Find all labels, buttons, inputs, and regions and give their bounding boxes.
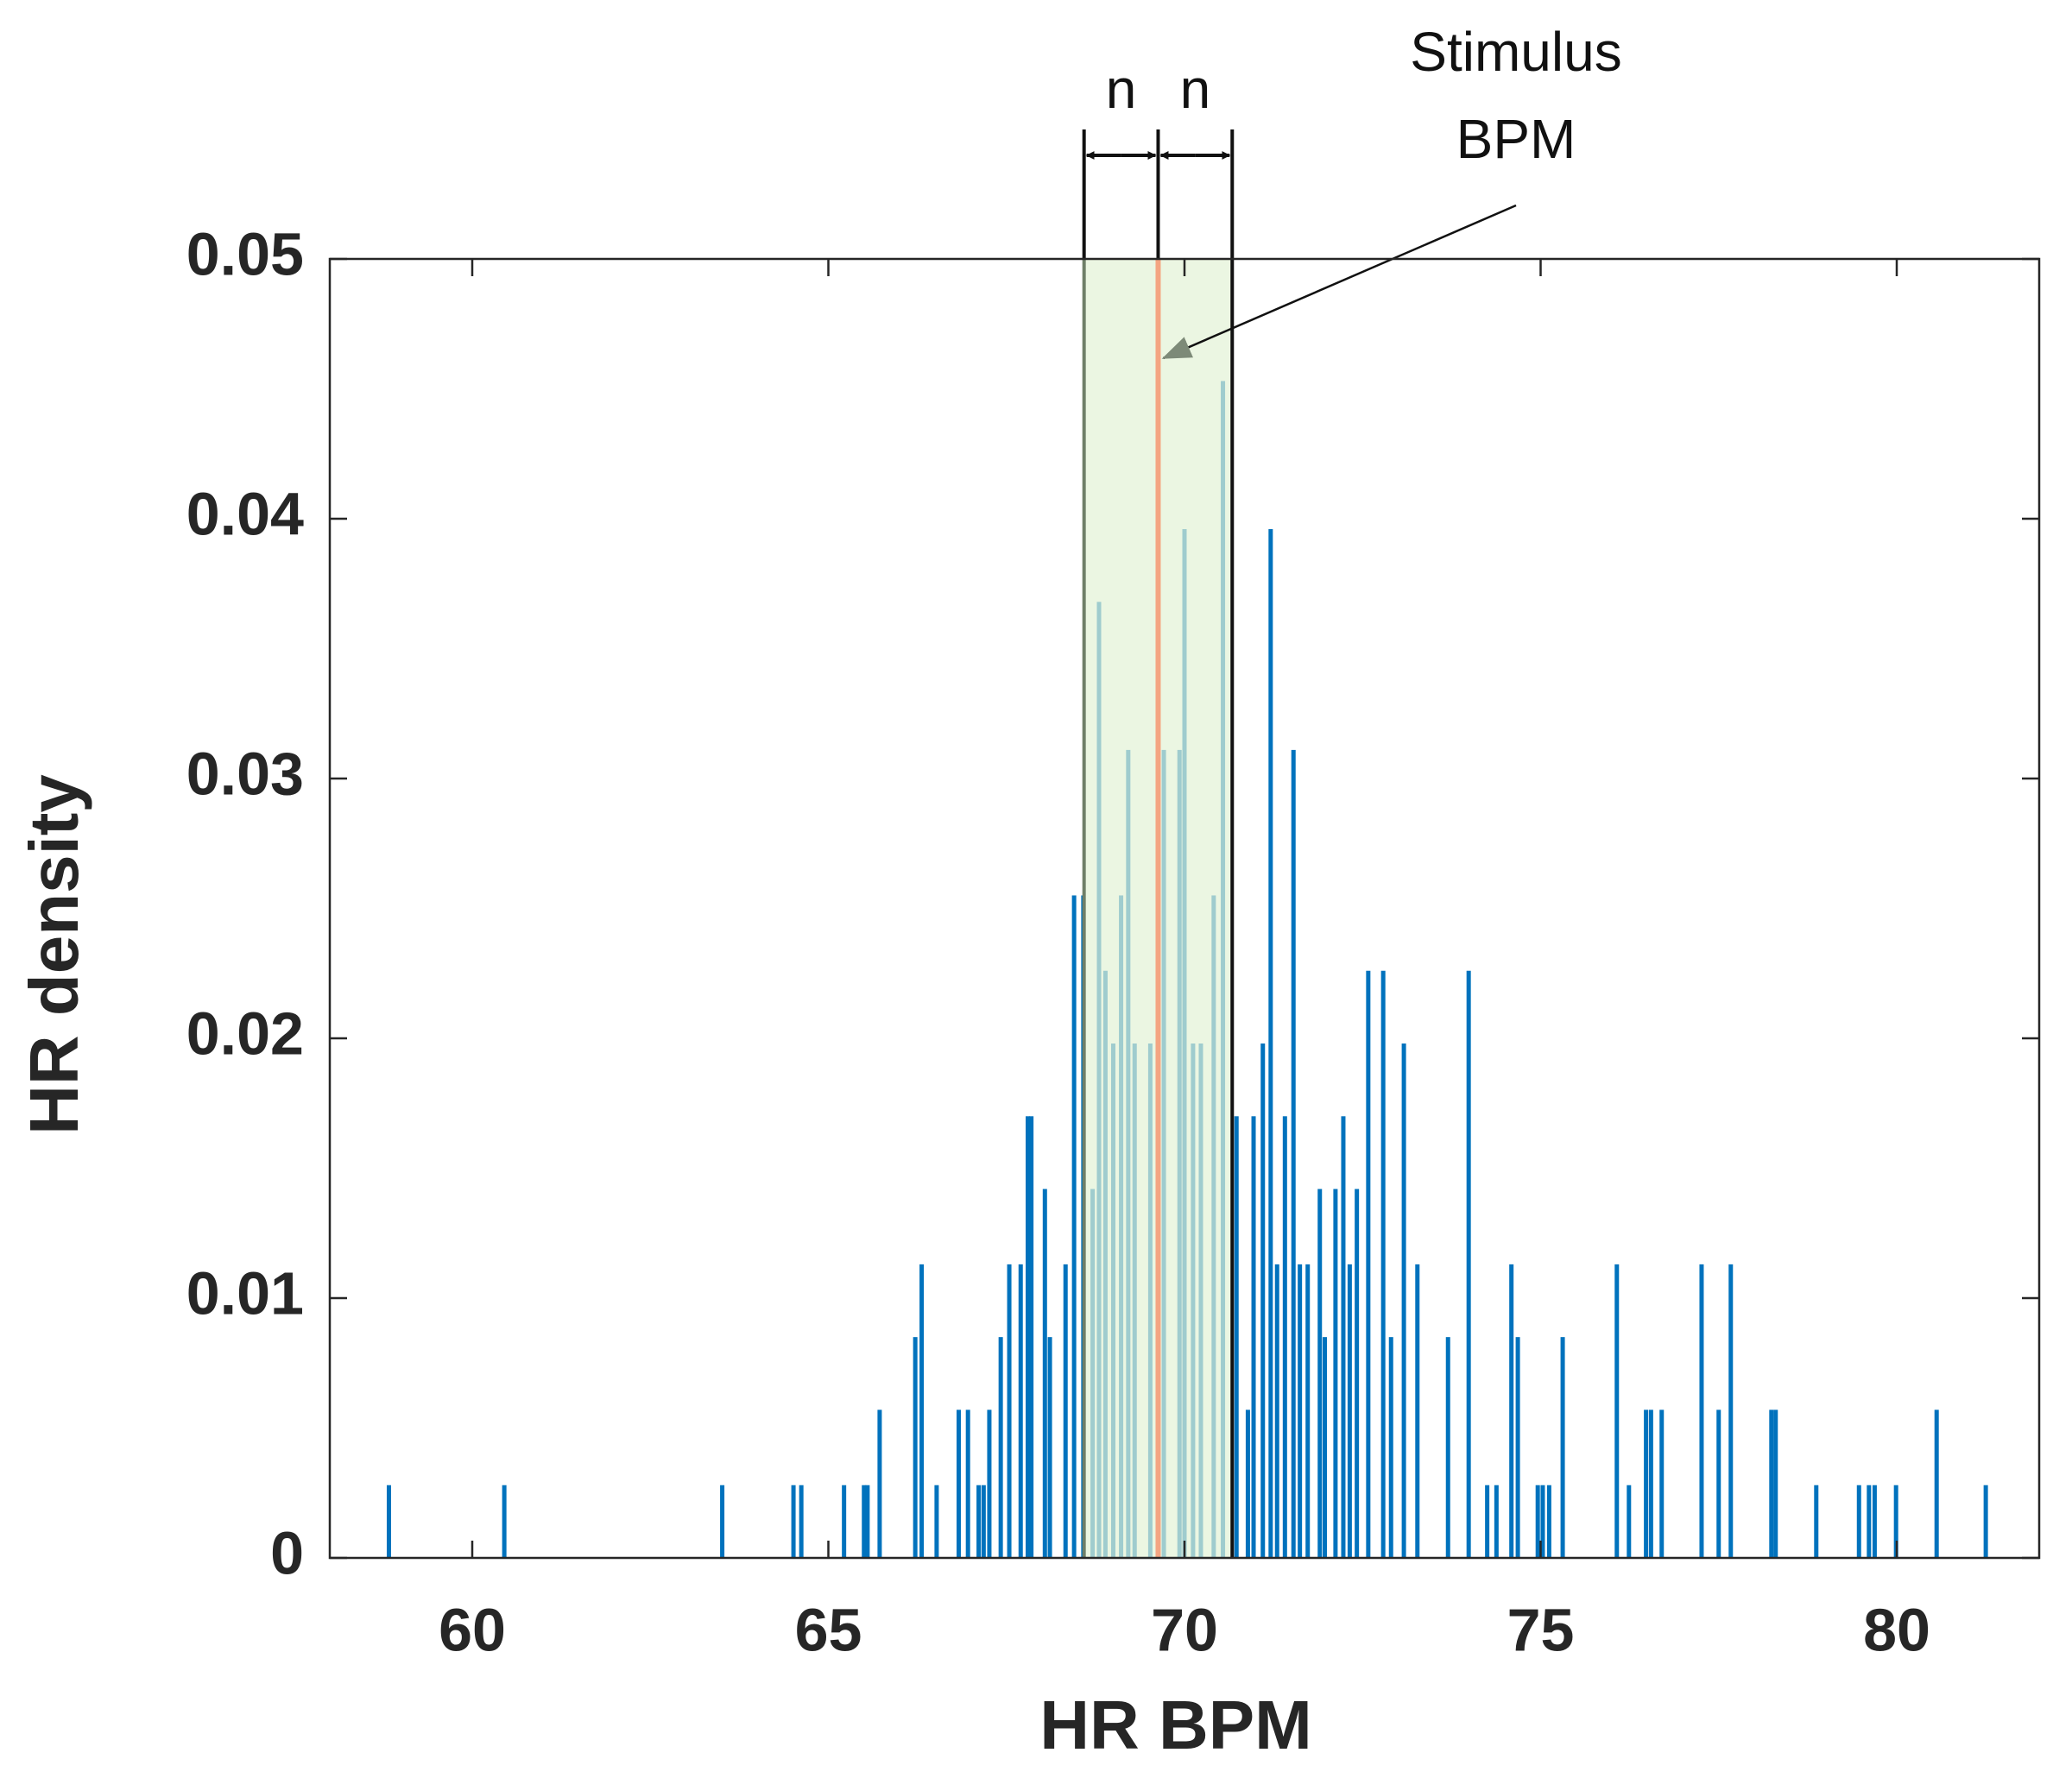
bar bbox=[720, 1485, 725, 1558]
bar bbox=[1535, 1485, 1540, 1558]
x-tick-label: 60 bbox=[439, 1596, 506, 1663]
bar bbox=[1063, 1264, 1068, 1558]
bar bbox=[1323, 1337, 1328, 1558]
band-label: n bbox=[1106, 58, 1137, 120]
bar bbox=[865, 1485, 870, 1558]
bar bbox=[799, 1485, 804, 1558]
bar bbox=[919, 1264, 925, 1558]
y-tick-label: 0.05 bbox=[186, 220, 304, 287]
bar bbox=[934, 1485, 939, 1558]
band-label: n bbox=[1180, 58, 1211, 120]
y-tick-label: 0.02 bbox=[186, 999, 304, 1067]
y-tick-label: 0.01 bbox=[186, 1259, 304, 1327]
bar bbox=[862, 1485, 867, 1558]
bar bbox=[1298, 1264, 1303, 1558]
x-tick-label: 75 bbox=[1507, 1596, 1575, 1663]
bar bbox=[1445, 1337, 1450, 1558]
bar bbox=[1716, 1409, 1721, 1558]
bar bbox=[1872, 1485, 1877, 1558]
bar bbox=[1644, 1409, 1649, 1558]
bar bbox=[1515, 1337, 1520, 1558]
bar bbox=[1773, 1409, 1778, 1558]
bar bbox=[1282, 1116, 1287, 1558]
annotation: BPM bbox=[1456, 108, 1576, 170]
bar bbox=[877, 1409, 882, 1558]
bar bbox=[976, 1485, 982, 1558]
bar bbox=[981, 1485, 986, 1558]
bar bbox=[1494, 1485, 1499, 1558]
bar bbox=[1007, 1264, 1012, 1558]
bar bbox=[842, 1485, 847, 1558]
bar bbox=[1234, 1116, 1239, 1558]
bar bbox=[1347, 1264, 1352, 1558]
annotation-arrow bbox=[1161, 204, 1517, 360]
bar bbox=[1627, 1485, 1632, 1558]
bar bbox=[1699, 1264, 1704, 1558]
y-tick-label: 0.04 bbox=[186, 480, 304, 547]
bar bbox=[1245, 1409, 1250, 1558]
bar bbox=[1983, 1485, 1988, 1558]
bar bbox=[1018, 1264, 1023, 1558]
bar bbox=[1305, 1264, 1311, 1558]
bar bbox=[1029, 1116, 1034, 1558]
bar bbox=[1560, 1337, 1565, 1558]
bar bbox=[1355, 1188, 1360, 1558]
bar bbox=[1388, 1337, 1393, 1558]
bar bbox=[1341, 1116, 1346, 1558]
bar bbox=[1366, 970, 1371, 1558]
x-tick-label: 65 bbox=[795, 1596, 862, 1663]
y-tick-label: 0.03 bbox=[186, 740, 304, 807]
bar bbox=[1071, 895, 1077, 1558]
bar bbox=[1260, 1043, 1266, 1558]
bar bbox=[1485, 1485, 1490, 1558]
bar bbox=[1728, 1264, 1734, 1558]
bar bbox=[987, 1409, 992, 1558]
bar bbox=[1026, 1116, 1030, 1558]
bar bbox=[913, 1337, 918, 1558]
annotation: Stimulus bbox=[1410, 21, 1621, 83]
bar bbox=[1867, 1485, 1872, 1558]
bar bbox=[1509, 1264, 1514, 1558]
bar bbox=[1291, 749, 1296, 1558]
x-tick-label: 70 bbox=[1151, 1596, 1218, 1663]
bar bbox=[1659, 1409, 1665, 1558]
bar bbox=[1934, 1409, 1939, 1558]
bar bbox=[1380, 970, 1386, 1558]
bar bbox=[1614, 1264, 1620, 1558]
bar bbox=[1317, 1188, 1323, 1558]
bar bbox=[1769, 1409, 1774, 1558]
bar bbox=[1042, 1188, 1047, 1558]
bar bbox=[956, 1409, 961, 1558]
bar bbox=[1274, 1264, 1279, 1558]
bar bbox=[502, 1485, 507, 1558]
y-axis-label: HR density bbox=[16, 774, 92, 1135]
x-tick-label: 80 bbox=[1863, 1596, 1930, 1663]
bar bbox=[791, 1485, 796, 1558]
y-tick-label: 0 bbox=[270, 1519, 304, 1586]
bar bbox=[1268, 529, 1273, 1558]
bar bbox=[1814, 1485, 1819, 1558]
bar bbox=[1546, 1485, 1551, 1558]
bar bbox=[1893, 1485, 1898, 1558]
bar bbox=[386, 1485, 391, 1558]
bar bbox=[1648, 1409, 1653, 1558]
bar bbox=[1466, 970, 1471, 1558]
bar bbox=[1251, 1116, 1256, 1558]
bar bbox=[998, 1337, 1003, 1558]
bar bbox=[965, 1409, 970, 1558]
bar bbox=[1047, 1337, 1052, 1558]
bar bbox=[1540, 1485, 1545, 1558]
x-axis-label: HR BPM bbox=[1039, 1687, 1312, 1763]
bar bbox=[1856, 1485, 1861, 1558]
bar bbox=[1401, 1043, 1406, 1558]
bar bbox=[1415, 1264, 1420, 1558]
bar bbox=[1333, 1188, 1338, 1558]
